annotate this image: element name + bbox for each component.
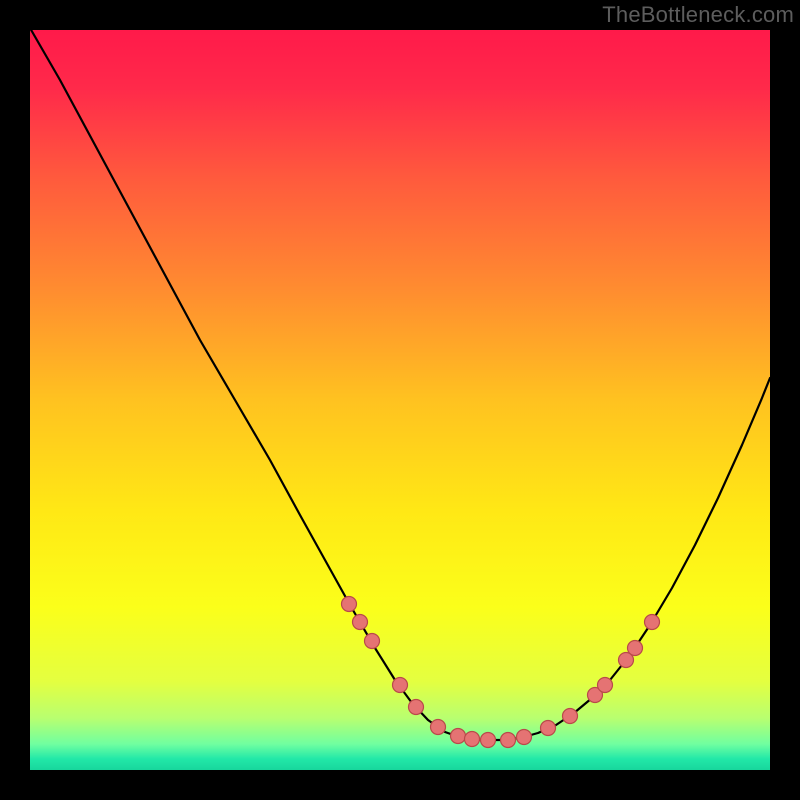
chart-overlay xyxy=(0,0,800,800)
marker-point xyxy=(501,733,516,748)
bottleneck-curve xyxy=(30,28,770,740)
marker-point xyxy=(628,641,643,656)
marker-point xyxy=(465,732,480,747)
marker-point xyxy=(365,634,380,649)
watermark-text: TheBottleneck.com xyxy=(602,2,794,28)
marker-point xyxy=(342,597,357,612)
marker-point xyxy=(541,721,556,736)
marker-point xyxy=(645,615,660,630)
plot-area xyxy=(30,30,770,770)
marker-point xyxy=(563,709,578,724)
marker-point xyxy=(451,729,466,744)
marker-point xyxy=(598,678,613,693)
marker-point xyxy=(431,720,446,735)
marker-point xyxy=(353,615,368,630)
marker-point xyxy=(409,700,424,715)
marker-point xyxy=(481,733,496,748)
marker-point xyxy=(393,678,408,693)
marker-point xyxy=(517,730,532,745)
